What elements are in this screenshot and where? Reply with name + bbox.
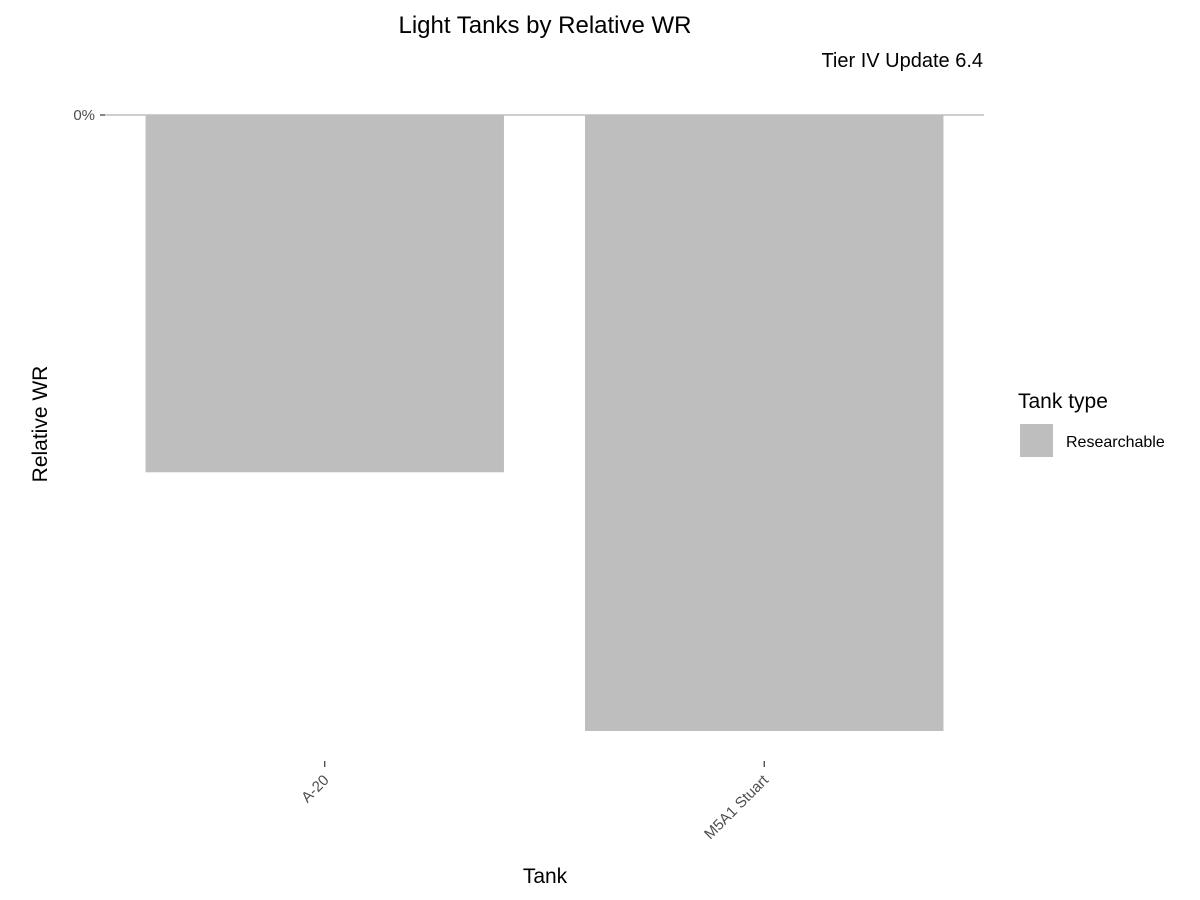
chart-title: Light Tanks by Relative WR — [398, 12, 691, 39]
legend-swatch-researchable — [1020, 424, 1053, 457]
chart-subtitle: Tier IV Update 6.4 — [821, 50, 983, 72]
x-tick-label-0: A-20 — [298, 772, 332, 806]
y-tick-label-0: 0% — [73, 107, 95, 124]
y-axis-title: Relative WR — [29, 366, 52, 483]
legend-label-researchable: Researchable — [1066, 434, 1165, 451]
x-axis-title: Tank — [523, 865, 568, 888]
plot-area: 0% A-20 M5A1 Stuart — [73, 107, 984, 843]
bar-m5a1-stuart — [585, 115, 944, 731]
bar-a-20 — [145, 115, 504, 473]
x-tick-label-1: M5A1 Stuart — [701, 771, 773, 843]
legend-title: Tank type — [1018, 390, 1108, 413]
legend: Tank type Researchable — [1018, 390, 1165, 457]
